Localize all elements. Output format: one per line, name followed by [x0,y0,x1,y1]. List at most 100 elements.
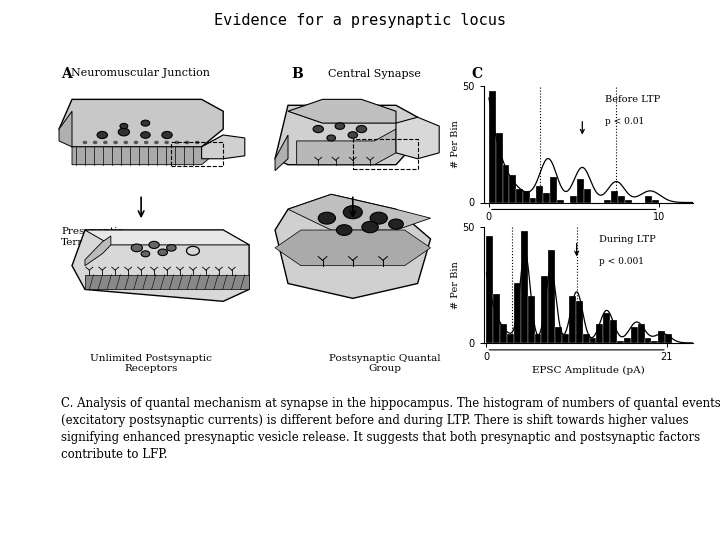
Bar [530,198,536,202]
Circle shape [131,244,143,252]
Circle shape [370,212,387,224]
Polygon shape [202,135,245,159]
Bar [576,301,582,343]
Bar [541,275,549,343]
Circle shape [141,120,150,126]
Bar [521,232,528,343]
Text: Neuromuscular Junction: Neuromuscular Junction [71,68,210,78]
Circle shape [313,125,323,133]
Bar [536,186,544,202]
Text: A: A [61,68,72,82]
Text: B: B [292,68,303,82]
Bar [569,296,576,343]
Text: C. Analysis of quantal mechanism at synapse in the hippocampus. The histogram of: C. Analysis of quantal mechanism at syna… [61,397,720,461]
Polygon shape [288,99,396,123]
Circle shape [196,141,199,144]
Polygon shape [275,230,431,266]
Bar [549,250,555,343]
Polygon shape [85,274,249,289]
Circle shape [124,141,127,144]
Circle shape [389,219,403,229]
Circle shape [362,221,378,233]
Bar [652,341,658,343]
Bar [555,327,562,343]
Bar [534,334,541,343]
Polygon shape [72,230,249,301]
Polygon shape [275,194,431,298]
Text: Unlimited Postsynaptic
Receptors: Unlimited Postsynaptic Receptors [90,354,212,373]
Bar [631,327,638,343]
Circle shape [158,249,168,255]
Polygon shape [275,135,288,171]
Circle shape [348,132,358,138]
Bar [353,139,418,169]
Bar [652,200,659,202]
Bar [523,191,530,202]
Text: p < 0.01: p < 0.01 [605,117,644,126]
Polygon shape [288,194,431,230]
Text: Before LTP: Before LTP [605,94,660,104]
Polygon shape [275,105,418,165]
Bar [503,165,509,202]
Bar [624,338,631,343]
Text: p < 0.001: p < 0.001 [599,257,644,266]
Bar [509,174,516,202]
Bar [590,338,596,343]
Bar [665,334,672,343]
Bar [557,200,564,202]
Text: Presynaptic
Terminal: Presynaptic Terminal [61,227,123,247]
Y-axis label: # Per Bin: # Per Bin [451,261,459,309]
Bar [489,91,496,202]
Circle shape [120,124,127,129]
Circle shape [94,141,97,144]
Circle shape [140,132,150,138]
Bar [577,179,584,202]
Bar [562,334,569,343]
Polygon shape [396,117,439,159]
Bar [582,334,590,343]
Bar [644,338,652,343]
Bar [658,332,665,343]
Bar [507,334,514,343]
Circle shape [185,141,189,144]
Circle shape [145,141,148,144]
Circle shape [162,131,172,139]
X-axis label: EPSC Amplitude (pA): EPSC Amplitude (pA) [532,366,644,375]
Bar [528,296,534,343]
Bar [638,325,644,343]
Bar [516,188,523,202]
Text: Evidence for a presynaptic locus: Evidence for a presynaptic locus [214,14,506,29]
Circle shape [175,141,179,144]
Bar [618,195,625,202]
Circle shape [141,251,150,256]
Polygon shape [297,129,396,165]
Bar [596,325,603,343]
Circle shape [118,128,130,136]
Bar [611,191,618,202]
Circle shape [135,141,138,144]
Circle shape [343,206,362,219]
Circle shape [318,212,336,224]
Bar [544,193,550,202]
Polygon shape [85,230,249,245]
Bar [645,195,652,202]
Bar [487,236,493,343]
Bar [584,188,591,202]
Circle shape [149,241,159,248]
Bar [500,325,507,343]
Polygon shape [59,111,72,147]
Bar [514,282,521,343]
Bar [604,200,611,202]
Text: Presynaptic
Terminal: Presynaptic Terminal [295,227,357,247]
Circle shape [335,123,345,130]
Circle shape [336,225,352,235]
Circle shape [356,125,366,133]
Polygon shape [85,236,111,266]
Bar [550,177,557,202]
Circle shape [165,141,168,144]
Polygon shape [72,135,223,165]
Circle shape [84,141,86,144]
Bar [610,320,617,343]
Circle shape [155,141,158,144]
Circle shape [114,141,117,144]
